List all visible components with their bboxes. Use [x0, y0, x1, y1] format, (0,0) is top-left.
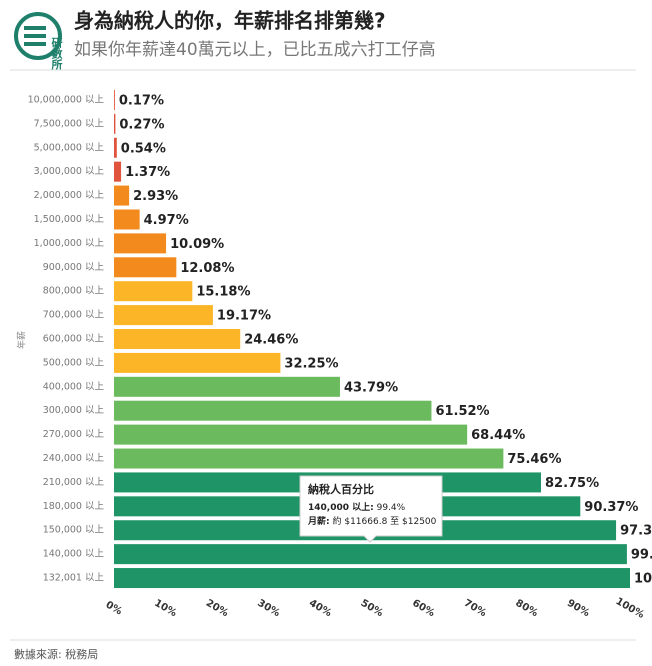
bar — [114, 400, 432, 421]
x-tick-label: 60% — [410, 598, 436, 619]
value-label: 0.17% — [119, 93, 164, 108]
logo: 研數所 — [14, 12, 63, 71]
y-tick-label: 150,000 以上 — [43, 525, 105, 536]
tooltip-line: 月薪: 約 $11666.8 至 $12500 — [307, 515, 437, 527]
x-tick-label: 10% — [152, 598, 178, 619]
bar — [114, 209, 140, 230]
y-tick-label: 600,000 以上 — [43, 334, 105, 345]
value-label: 100.00% — [634, 572, 652, 587]
tooltip-box — [299, 475, 443, 543]
y-tick-label: 7,500,000 以上 — [34, 118, 105, 129]
bar — [114, 352, 281, 373]
bar — [114, 137, 117, 158]
x-tick-label: 70% — [462, 598, 488, 619]
bar — [114, 448, 504, 469]
value-label: 19.17% — [217, 309, 271, 324]
bar — [114, 544, 627, 565]
tooltip-key: 140,000 以上: — [308, 501, 374, 513]
source: 數據來源: 稅務局 — [14, 647, 98, 661]
tooltip-line: 140,000 以上: 99.4% — [308, 501, 406, 513]
value-label: 32.25% — [284, 356, 338, 371]
bar — [114, 329, 241, 349]
value-label: 61.52% — [435, 404, 489, 419]
value-label: 0.54% — [121, 141, 166, 156]
value-label: 75.46% — [507, 452, 561, 467]
bar — [114, 281, 193, 302]
value-label: 4.97% — [144, 213, 189, 228]
y-tick-label: 10,000,000 以上 — [28, 94, 105, 105]
bar — [114, 161, 122, 182]
tooltip-value: 約 $11666.8 至 $12500 — [332, 515, 436, 527]
value-label: 68.44% — [471, 428, 525, 443]
chart-title: 身為納稅人的你，年薪排名排第幾? — [74, 9, 386, 33]
y-tick-label: 132,001 以上 — [43, 573, 105, 584]
x-tick-label: 80% — [513, 598, 539, 619]
logo-text: 研數所 — [50, 37, 63, 71]
logo-bar — [24, 34, 46, 38]
y-tick-label: 140,000 以上 — [43, 549, 105, 560]
y-tick-label: 700,000 以上 — [43, 310, 105, 321]
value-label: 82.75% — [545, 476, 599, 491]
logo-ring — [14, 12, 62, 60]
x-tick-label: 20% — [204, 598, 230, 619]
x-tick-label: 50% — [359, 598, 385, 619]
logo-bar — [24, 42, 46, 46]
bar — [114, 89, 115, 110]
bar — [114, 424, 468, 445]
bar — [114, 376, 340, 397]
y-tick-label: 800,000 以上 — [43, 286, 105, 297]
value-label: 10.09% — [170, 237, 224, 252]
y-tick-label: 270,000 以上 — [43, 429, 105, 440]
y-tick-label: 500,000 以上 — [43, 357, 105, 368]
bar — [114, 185, 130, 206]
y-tick-label: 210,000 以上 — [43, 477, 105, 488]
y-tick-label: 2,000,000 以上 — [34, 190, 105, 201]
y-tick-label: 240,000 以上 — [43, 453, 105, 464]
y-tick-label: 300,000 以上 — [43, 405, 105, 416]
bar — [114, 113, 116, 134]
bar — [114, 233, 167, 254]
logo-bar — [24, 26, 46, 30]
tooltip-key: 月薪: — [307, 515, 330, 527]
value-label: 24.46% — [244, 333, 298, 348]
value-label: 99.40% — [631, 548, 652, 563]
value-label: 2.93% — [133, 189, 178, 204]
bar — [114, 305, 213, 326]
y-tick-label: 1,500,000 以上 — [34, 214, 105, 225]
value-label: 0.27% — [119, 117, 164, 132]
x-tick-label: 100% — [614, 596, 646, 621]
y-tick-label: 3,000,000 以上 — [34, 166, 105, 177]
y-tick-label: 400,000 以上 — [43, 381, 105, 392]
x-tick-label: 90% — [565, 598, 591, 619]
tooltip-title: 納稅人百分比 — [308, 482, 374, 496]
x-tick-label: 40% — [307, 598, 333, 619]
y-tick-label: 900,000 以上 — [43, 262, 105, 273]
value-label: 43.79% — [344, 380, 398, 395]
value-label: 97.30% — [620, 524, 652, 539]
bar — [114, 568, 630, 589]
y-tick-label: 1,000,000 以上 — [34, 238, 105, 249]
y-tick-label: 5,000,000 以上 — [34, 142, 105, 153]
tooltip-value: 99.4% — [377, 503, 406, 513]
tooltip: 納稅人百分比 140,000 以上: 99.4% 月薪: 約 $11666.8 … — [299, 475, 443, 543]
bar — [114, 257, 177, 278]
x-tick-label: 30% — [255, 598, 281, 619]
chart-subtitle: 如果你年薪達40萬元以上，已比五成六打工仔高 — [74, 40, 436, 60]
value-label: 12.08% — [180, 261, 234, 276]
y-axis-label: 年薪 — [16, 331, 28, 349]
x-tick-label: 0% — [104, 599, 124, 617]
value-label: 15.18% — [196, 285, 250, 300]
value-label: 1.37% — [125, 165, 170, 180]
value-label: 90.37% — [584, 500, 638, 515]
y-tick-label: 180,000 以上 — [43, 501, 105, 512]
